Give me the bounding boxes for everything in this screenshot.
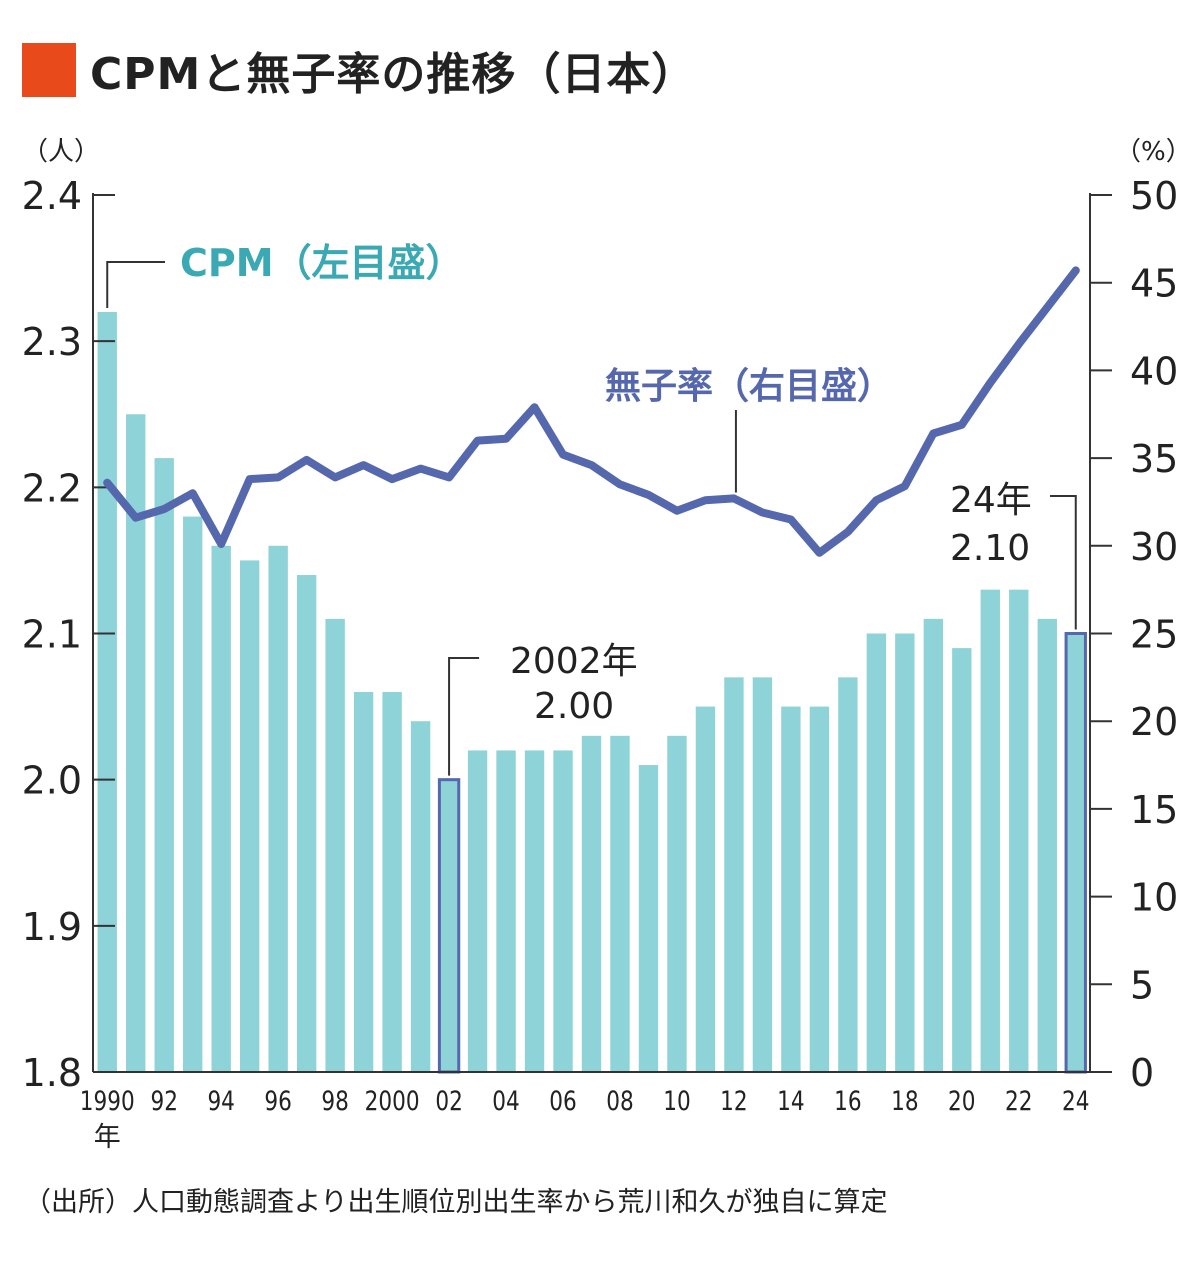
left-tick-label: 2.0 [22, 759, 82, 803]
bar-2022 [1009, 589, 1029, 1072]
x-tick-label: 24 [1062, 1085, 1089, 1117]
x-axis-unit: 年 [94, 1122, 121, 1153]
annotation-2024-leader [1050, 495, 1077, 630]
bar-1997 [296, 575, 317, 1072]
bar-1995 [239, 560, 260, 1072]
annotation-2002-value: 2.00 [534, 686, 614, 727]
right-tick-label: 35 [1130, 437, 1178, 481]
bar-2003 [467, 750, 488, 1072]
right-tick-label: 40 [1130, 349, 1178, 393]
left-tick-label: 2.2 [22, 466, 82, 510]
right-axis-unit: （%） [1115, 137, 1192, 167]
bar-2004 [496, 750, 516, 1072]
left-tick-label: 1.8 [22, 1051, 82, 1095]
x-tick-label: 08 [606, 1085, 633, 1117]
bar-2006 [553, 750, 573, 1072]
source-note: （出所）人口動態調査より出生順位別出生率から荒川和久が独自に算定 [24, 1187, 888, 1218]
bar-2013 [752, 677, 773, 1072]
x-tick-label: 16 [834, 1085, 861, 1117]
right-tick-label: 10 [1130, 876, 1178, 920]
bar-1994 [211, 545, 231, 1072]
x-tick-label: 14 [777, 1085, 804, 1117]
right-tick-label: 5 [1130, 963, 1154, 1007]
x-tick-label: 92 [150, 1085, 177, 1117]
bar-2023 [1037, 618, 1057, 1072]
x-tick-label: 02 [435, 1085, 462, 1117]
highlighted-bar-2002 [437, 778, 461, 1074]
bar-2005 [524, 750, 545, 1072]
right-tick-label: 15 [1130, 788, 1178, 832]
childless-rate-line [103, 266, 1080, 557]
bar-2011 [695, 706, 716, 1072]
bar-2010 [667, 735, 687, 1072]
annotation-2002-year: 2002年 [510, 641, 638, 682]
right-tick-label: 20 [1130, 700, 1178, 744]
x-tick-label: 18 [891, 1085, 918, 1117]
bar-2009 [638, 765, 659, 1072]
bar-2008 [610, 735, 630, 1072]
left-axis-unit: （人） [22, 137, 100, 167]
x-tick-label: 20 [948, 1085, 975, 1117]
left-tick-label: 2.3 [22, 320, 82, 364]
right-tick-label: 45 [1130, 262, 1178, 306]
title-accent-square [22, 43, 76, 97]
bar-1996 [268, 545, 288, 1072]
bar-2014 [781, 706, 801, 1072]
bar-2021 [980, 589, 1000, 1072]
annotation-2024-value: 2.10 [950, 528, 1030, 569]
x-tick-label: 04 [492, 1085, 519, 1117]
cpm-series-label: CPM（左目盛） [180, 241, 464, 285]
bar-2001 [410, 721, 431, 1072]
annotation-2002-leader [448, 657, 480, 776]
bar-1998 [325, 618, 345, 1072]
x-tick-label: 1990 [80, 1085, 135, 1117]
highlighted-bar-2024 [1064, 632, 1087, 1074]
x-tick-label: 12 [720, 1085, 747, 1117]
x-tick-label: 2000 [365, 1085, 420, 1117]
left-tick-label: 2.4 [22, 174, 82, 218]
bar-1999 [353, 691, 374, 1072]
bar-2017 [866, 633, 887, 1072]
x-tick-label: 06 [549, 1085, 576, 1117]
x-tick-label: 22 [1005, 1085, 1032, 1117]
x-tick-label: 94 [207, 1085, 234, 1117]
bar-2016 [838, 677, 858, 1072]
bar-2015 [809, 706, 830, 1072]
bar-1993 [183, 516, 203, 1072]
x-tick-label: 10 [663, 1085, 690, 1117]
bar-1992 [154, 458, 174, 1073]
annotation-2024-year: 24年 [950, 480, 1032, 521]
bar-2012 [724, 677, 744, 1072]
bar-1991 [126, 414, 146, 1072]
bar-2000 [382, 691, 402, 1072]
childless-series-label: 無子率（右目盛） [605, 366, 893, 407]
left-tick-label: 2.1 [22, 613, 82, 657]
left-tick-label: 1.9 [22, 905, 82, 949]
x-tick-label: 98 [321, 1085, 348, 1117]
bar-2020 [952, 648, 972, 1072]
bar-2018 [895, 633, 915, 1072]
chart-title: CPMと無子率の推移（日本） [90, 49, 697, 100]
right-tick-label: 0 [1130, 1051, 1154, 1095]
right-tick-label: 30 [1130, 525, 1178, 569]
cpm-label-leader [106, 261, 165, 308]
x-tick-label: 96 [264, 1085, 291, 1117]
bar-1990 [97, 311, 117, 1072]
right-tick-label: 50 [1130, 174, 1178, 218]
bar-2007 [581, 735, 602, 1072]
chart-header: CPMと無子率の推移（日本） [22, 40, 696, 100]
bar-2019 [923, 618, 944, 1072]
right-tick-label: 25 [1130, 613, 1178, 657]
